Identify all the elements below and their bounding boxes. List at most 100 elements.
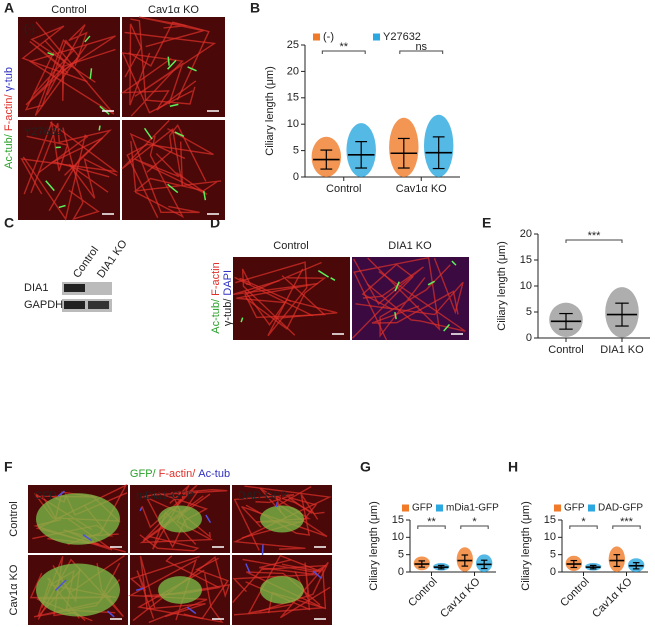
row-label: Control	[8, 501, 20, 536]
cilium	[84, 35, 91, 43]
gfp-cell	[260, 505, 304, 533]
y-tick-label: 10	[392, 531, 404, 543]
panel-letter: D	[210, 215, 220, 231]
cilium	[57, 490, 65, 497]
column-label: Control	[51, 4, 86, 16]
cilium	[186, 606, 197, 615]
column-label: GFP	[34, 490, 57, 502]
x-tick-label: Control	[326, 183, 361, 195]
micrograph	[130, 484, 230, 553]
cilium	[167, 183, 179, 194]
column-label: Cav1α KO	[148, 4, 199, 16]
cell-border	[130, 18, 196, 105]
column-label: DIA1 KO	[388, 240, 432, 252]
micrograph-bg	[233, 257, 350, 340]
cell-border	[245, 277, 327, 330]
cell-border	[366, 270, 466, 332]
panel-letter: C	[4, 215, 14, 231]
stain-part: Ac-tub	[198, 468, 230, 480]
cilium	[174, 131, 185, 138]
significance-label: *	[581, 516, 586, 528]
cell-border	[353, 258, 424, 306]
cell-border	[133, 177, 222, 192]
cell-border	[128, 21, 210, 101]
cilium	[240, 317, 244, 323]
cilium	[394, 312, 397, 320]
cilium	[312, 570, 323, 579]
x-tick-label: Control	[558, 576, 592, 610]
cilium	[203, 190, 207, 201]
cilium	[187, 66, 197, 72]
cell-border	[21, 25, 96, 83]
legend-marker	[554, 504, 561, 512]
y-tick-label: 0	[526, 332, 532, 344]
significance-bracket	[565, 239, 623, 243]
cilium	[205, 514, 212, 524]
stain-label: Ac-tub/F-actin	[210, 262, 222, 333]
panel-letter: G	[360, 459, 371, 475]
cell-border	[232, 485, 332, 550]
y-axis-label: Ciliary length (μm)	[368, 501, 380, 590]
legend-label: (-)	[323, 31, 334, 43]
micrograph	[120, 16, 225, 117]
y-tick-label: 5	[550, 549, 556, 561]
cilium	[89, 68, 93, 79]
cell-border	[371, 290, 459, 324]
y-tick-label: 0	[398, 566, 404, 578]
cilium	[275, 502, 278, 508]
stain-part: Ac-tub/	[210, 298, 222, 334]
cilium	[82, 533, 93, 542]
cilium	[45, 180, 55, 192]
cell-border	[124, 23, 151, 106]
cilium	[167, 59, 177, 70]
cell-border	[30, 122, 113, 194]
x-tick-label: Cav1α KO	[396, 183, 447, 195]
cell-border	[151, 488, 228, 529]
panel-letter: B	[250, 0, 260, 16]
stain-part: F-actin/	[159, 468, 197, 480]
y-tick-label: 20	[287, 65, 299, 77]
micrograph	[232, 257, 350, 340]
stain-label: γ-tub/DAPI	[222, 270, 234, 326]
y-tick-label: 5	[398, 549, 404, 561]
cilium	[167, 56, 170, 66]
cell-border	[233, 493, 295, 551]
band-label: DIA1	[24, 282, 48, 294]
y-tick-label: 15	[520, 254, 532, 266]
y-tick-label: 25	[287, 39, 299, 51]
y-tick-label: 0	[293, 171, 299, 183]
cilium	[245, 563, 251, 574]
cilium	[106, 610, 115, 618]
micrograph	[18, 17, 120, 117]
stain-part: F-actin/	[3, 94, 15, 132]
significance-bracket	[612, 525, 641, 529]
row-label: Y27632	[24, 126, 62, 138]
cell-border	[24, 39, 81, 111]
legend-marker	[588, 504, 595, 512]
column-label: DAD-GFP	[238, 490, 288, 502]
cilium	[47, 51, 55, 56]
cell-border	[138, 16, 204, 48]
y-tick-label: 0	[550, 566, 556, 578]
y-tick-label: 5	[293, 145, 299, 157]
band	[88, 301, 109, 309]
legend-marker	[402, 504, 409, 512]
cilium	[451, 260, 457, 266]
y-tick-label: 15	[544, 514, 556, 526]
gfp-cell	[158, 576, 202, 604]
cell-border	[44, 40, 116, 101]
cilium	[58, 204, 66, 209]
legend-marker	[436, 504, 443, 512]
cell-border	[20, 121, 119, 195]
cilium	[54, 579, 67, 592]
column-label: Control	[273, 240, 308, 252]
stain-label: GFP/F-actin/Ac-tub	[130, 468, 230, 480]
band-label: GAPDH	[24, 299, 63, 311]
y-tick-label: 5	[526, 306, 532, 318]
gfp-cell	[158, 505, 202, 533]
column-label: mDia1-GFP	[136, 490, 194, 502]
cell-border	[139, 534, 200, 552]
significance-bracket	[417, 525, 446, 529]
significance-label: ns	[415, 41, 427, 53]
